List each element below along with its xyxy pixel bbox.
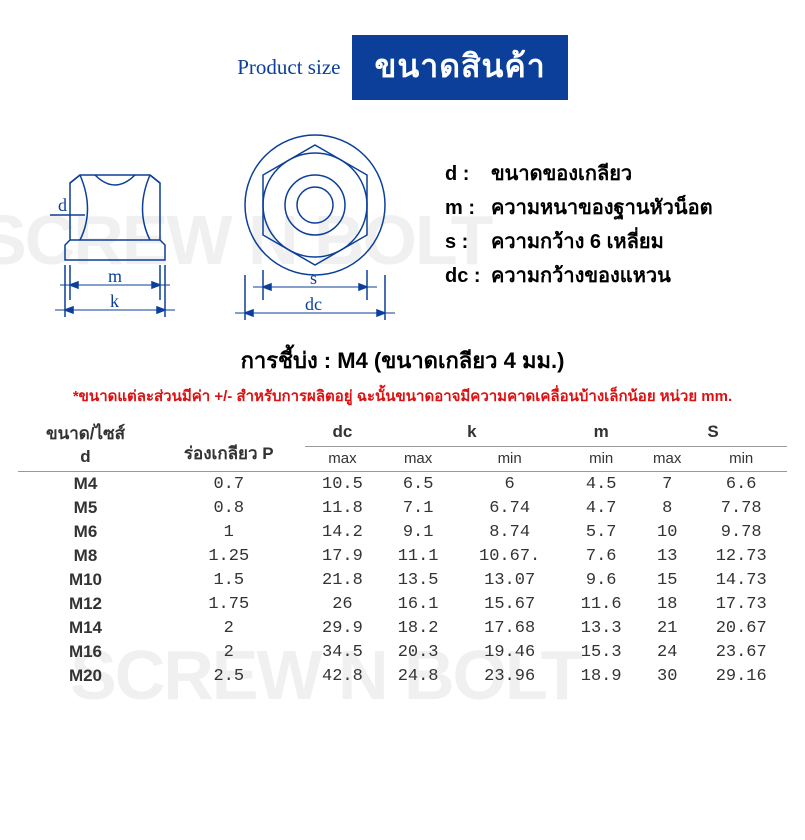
table-row: M121.752616.115.6711.61817.73 (18, 592, 787, 616)
table-row: M40.710.56.564.576.6 (18, 472, 787, 497)
table-row: M101.521.813.513.079.61514.73 (18, 568, 787, 592)
nut-top-view: s dc (220, 125, 410, 325)
table-row: M16234.520.319.4615.32423.67 (18, 640, 787, 664)
table-body: M40.710.56.564.576.6M50.811.87.16.744.78… (18, 472, 787, 689)
label-k: k (110, 291, 119, 311)
legend-item: s :ความกว้าง 6 เหลี่ยม (445, 225, 713, 259)
legend: d :ขนาดของเกลียว m :ความหนาของฐานหัวน็อต… (445, 157, 713, 293)
table-row: M14229.918.217.6813.32120.67 (18, 616, 787, 640)
title-en: Product size (237, 55, 340, 80)
label-dc: dc (305, 294, 322, 314)
col-dc: dc (305, 418, 381, 447)
spec-title: การชี้บ่ง : M4 (ขนาดเกลียว 4 มม.) (0, 343, 805, 378)
table-row: M50.811.87.16.744.787.78 (18, 496, 787, 520)
diagram-row: d m k (0, 125, 805, 325)
spec-note: *ขนาดแต่ละส่วนมีค่า +/- สำหรับการผลิตอยู… (0, 384, 805, 408)
diagram-area: d m k (40, 125, 410, 325)
label-s: s (310, 268, 317, 288)
col-m: m (563, 418, 639, 447)
col-k: k (380, 418, 563, 447)
table-row: M81.2517.911.110.67.7.61312.73 (18, 544, 787, 568)
col-d: ขนาด/ไซส์ d (18, 418, 153, 472)
table-row: M202.542.824.823.9618.93029.16 (18, 664, 787, 688)
title-th: ขนาดสินค้า (352, 35, 567, 100)
legend-item: d :ขนาดของเกลียว (445, 157, 713, 191)
table-row: M6114.29.18.745.7109.78 (18, 520, 787, 544)
header: Product size ขนาดสินค้า (0, 35, 805, 100)
col-P: ร่องเกลียว P (153, 418, 305, 472)
label-m: m (108, 266, 122, 286)
legend-item: m :ความหนาของฐานหัวน็อต (445, 191, 713, 225)
nut-side-view: d m k (40, 145, 190, 325)
legend-item: dc :ความกว้างของแหวน (445, 259, 713, 293)
spec-table: ขนาด/ไซส์ d ร่องเกลียว P dc k m S max ma… (18, 418, 787, 688)
table-header-row: ขนาด/ไซส์ d ร่องเกลียว P dc k m S (18, 418, 787, 447)
col-S: S (639, 418, 787, 447)
spec-table-wrap: ขนาด/ไซส์ d ร่องเกลียว P dc k m S max ma… (0, 418, 805, 688)
label-d: d (58, 195, 67, 215)
